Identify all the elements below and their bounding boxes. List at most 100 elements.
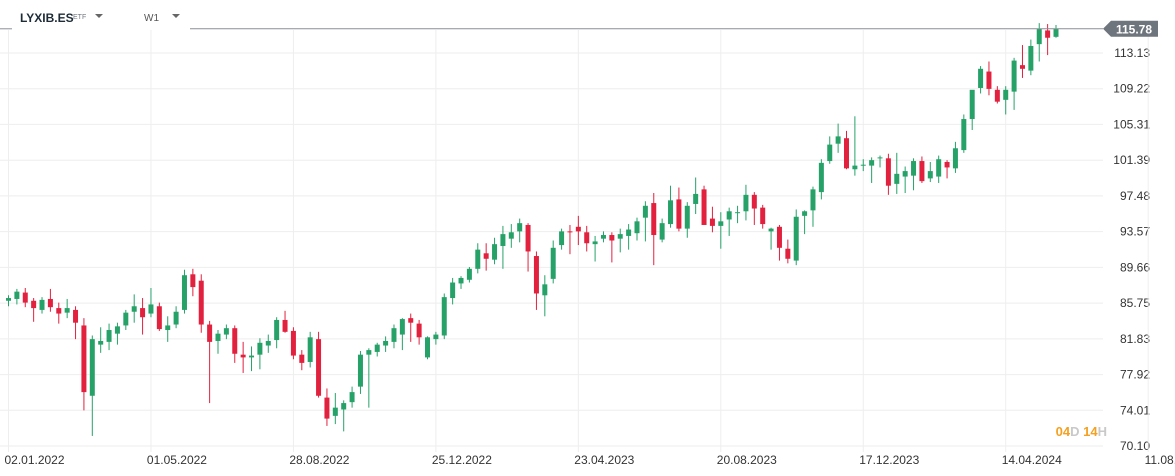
candle-up	[131, 306, 137, 312]
candle-up	[500, 234, 506, 246]
candle-up	[802, 211, 808, 216]
candle-down	[483, 253, 489, 259]
x-tick-label: 02.01.2022	[4, 453, 64, 467]
candle-up	[1028, 45, 1034, 71]
candle-up	[902, 171, 908, 177]
candle-down	[232, 328, 238, 354]
candle-down	[1019, 65, 1025, 69]
candle-down	[986, 71, 992, 89]
candle-up	[366, 350, 372, 355]
candle-up	[114, 326, 120, 334]
candle-up	[265, 340, 271, 346]
candle-up	[659, 223, 665, 240]
candle-up	[332, 407, 338, 416]
y-tick-label: 70.10	[1120, 439, 1150, 453]
candle-up	[600, 235, 606, 239]
candle-up	[508, 232, 514, 239]
candle-down	[525, 224, 531, 252]
candle-up	[793, 216, 799, 261]
candle-up	[668, 200, 674, 225]
candle-down	[609, 235, 615, 241]
candle-up	[818, 162, 824, 193]
x-tick-label: 20.08.2023	[717, 453, 777, 467]
candle-down	[676, 199, 682, 229]
candle-up	[173, 311, 179, 325]
candle-up	[64, 308, 70, 313]
candle-down	[709, 218, 715, 226]
candle-up	[307, 337, 313, 362]
candle-down	[240, 354, 246, 358]
candle-up	[877, 157, 883, 159]
candle-up	[148, 304, 154, 314]
countdown-day-unit: D	[1070, 424, 1080, 439]
candle-down	[651, 203, 657, 236]
candle-up	[399, 319, 405, 335]
symbol-label[interactable]: LYXIB.ES	[20, 11, 74, 25]
y-tick-label: 77.92	[1120, 368, 1150, 382]
chart-toolbar: LYXIB.ES ETF W1	[0, 0, 1100, 30]
candle-down	[533, 256, 539, 294]
x-tick-label: 01.05.2022	[147, 453, 207, 467]
candle-up	[743, 194, 749, 212]
candle-up	[927, 171, 933, 179]
candle-up	[768, 228, 774, 232]
candle-down	[844, 138, 849, 169]
candle-up	[425, 337, 430, 358]
candle-up	[894, 173, 900, 184]
candle-up	[89, 339, 95, 396]
candle-down	[207, 324, 213, 342]
candle-down	[190, 274, 196, 288]
current-price-label: 115.78	[1116, 22, 1152, 36]
candle-up	[726, 211, 732, 220]
candle-down	[290, 330, 296, 356]
candle-up	[39, 299, 45, 310]
candle-up	[458, 277, 464, 284]
candle-up	[827, 144, 833, 162]
candle-down	[885, 158, 891, 186]
candle-up	[274, 319, 280, 341]
candle-up	[684, 205, 690, 229]
candle-down	[198, 280, 204, 325]
candle-up	[106, 330, 112, 342]
candle-up	[341, 403, 347, 410]
candle-up	[349, 392, 355, 403]
y-tick-label: 113.13	[1114, 46, 1150, 60]
candle-up	[215, 333, 221, 341]
symbol-dropdown-icon[interactable]	[95, 14, 103, 18]
candle-up	[1003, 89, 1009, 100]
candle-down	[584, 232, 590, 244]
candle-up	[860, 164, 866, 166]
candle-up	[735, 212, 741, 214]
candle-down	[785, 248, 791, 259]
timeframe-dropdown-icon[interactable]	[172, 14, 180, 18]
candle-down	[994, 89, 1000, 102]
candle-up	[559, 231, 565, 246]
candle-up	[634, 221, 640, 234]
candle-up	[911, 161, 917, 176]
x-tick-label: 11.08.2024	[1145, 453, 1175, 467]
y-tick-label: 93.57	[1120, 225, 1150, 239]
candle-up	[374, 344, 380, 352]
candle-down	[701, 189, 707, 225]
y-tick-label: 105.31	[1113, 117, 1150, 131]
timeframe-label[interactable]: W1	[144, 13, 159, 24]
candle-up	[492, 244, 498, 260]
candle-down	[316, 339, 322, 396]
candle-up	[1053, 28, 1059, 37]
candle-up	[852, 165, 858, 170]
candle-up	[642, 205, 648, 218]
candle-down	[81, 325, 87, 393]
candle-down	[760, 207, 766, 225]
candle-up	[223, 328, 229, 335]
candle-up	[718, 221, 724, 226]
candle-up	[249, 355, 255, 358]
candle-down	[299, 354, 305, 363]
candle-up	[626, 229, 632, 236]
candle-up	[542, 284, 548, 296]
candle-up	[936, 159, 942, 177]
candle-up	[98, 340, 104, 345]
candle-down	[416, 323, 422, 338]
candle-up	[14, 291, 20, 299]
candle-up	[257, 342, 263, 355]
